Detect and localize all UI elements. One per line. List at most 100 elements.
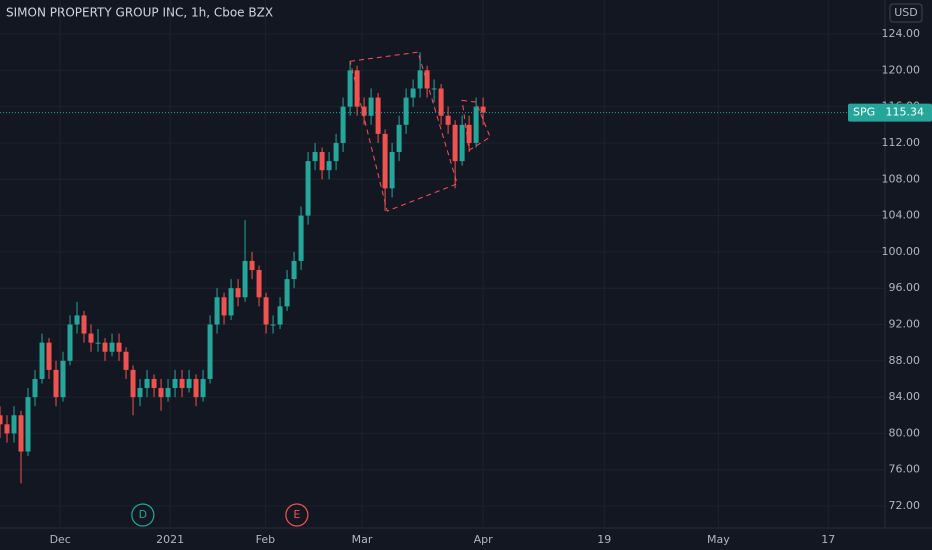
candle-body	[473, 106, 479, 143]
candle-body	[452, 124, 458, 162]
candle-body	[263, 297, 269, 325]
candle-body	[368, 97, 374, 116]
candle-body	[18, 415, 24, 452]
candle-body	[116, 342, 122, 352]
grid	[0, 0, 885, 528]
candle-body	[221, 297, 227, 316]
x-tick-label: 2021	[156, 533, 184, 546]
candle-body	[214, 297, 220, 325]
x-tick-label: Mar	[352, 533, 373, 546]
candle-body	[207, 324, 213, 379]
symbol-label: SPG	[853, 106, 875, 119]
candle-body	[95, 342, 101, 344]
currency[interactable]: USD	[894, 6, 918, 19]
candle-body	[438, 88, 444, 116]
candle-body	[249, 260, 255, 271]
candle-body	[53, 369, 59, 398]
candle-body	[88, 333, 94, 343]
last-price-label: 115.34	[886, 106, 925, 119]
last-price-box	[848, 103, 932, 122]
candle-body	[130, 369, 136, 398]
currency-box[interactable]	[889, 3, 923, 23]
candle-body	[291, 260, 297, 280]
x-tick-label: Dec	[50, 533, 71, 546]
y-tick-label: 108.00	[882, 172, 921, 185]
y-tick-label: 124.00	[882, 27, 921, 40]
candle-body	[403, 97, 409, 125]
candle-body	[228, 288, 234, 316]
candle-body	[193, 378, 199, 398]
candle-body	[158, 388, 164, 398]
candle-body	[312, 152, 318, 162]
candle-body	[445, 115, 451, 125]
candle-body	[11, 415, 17, 434]
pattern-drawing	[349, 51, 458, 212]
y-tick-label: 88.00	[889, 354, 921, 367]
candle-body	[151, 378, 157, 389]
candle-body	[102, 342, 108, 352]
y-tick-label: 120.00	[882, 63, 921, 76]
y-tick-label: 104.00	[882, 209, 921, 222]
candle-body	[424, 70, 430, 89]
y-tick-label: 84.00	[889, 390, 921, 403]
candle-body	[270, 324, 276, 326]
candle-body	[326, 161, 332, 171]
candle-body	[417, 70, 423, 89]
y-tick-label: 76.00	[889, 463, 921, 476]
event-label: E	[293, 508, 300, 521]
candle-body	[431, 88, 437, 90]
candle-body	[410, 88, 416, 98]
y-tick-label: 112.00	[882, 136, 921, 149]
event-marker	[131, 503, 155, 527]
event-label: D	[139, 508, 147, 521]
candle-body	[32, 378, 38, 398]
x-tick-label: 17	[821, 533, 835, 546]
candle-body	[4, 424, 10, 434]
candle-body	[60, 360, 66, 398]
candle-body	[74, 315, 80, 325]
candle-body	[459, 124, 465, 162]
candle-body	[137, 388, 143, 398]
candle-body	[396, 124, 402, 153]
candle-body	[186, 378, 192, 389]
candle-body	[242, 260, 248, 298]
x-tick-label: Feb	[256, 533, 275, 546]
candle-body	[67, 324, 73, 361]
candle-body	[333, 142, 339, 162]
x-tick-label: Apr	[474, 533, 494, 546]
pattern-drawing	[461, 99, 491, 152]
y-tick-label: 100.00	[882, 245, 921, 258]
candle-body	[25, 397, 31, 452]
candle-body	[109, 342, 115, 352]
candle-body	[284, 279, 290, 307]
candle-body	[389, 152, 395, 189]
y-tick-label: 72.00	[889, 499, 921, 512]
candle-body	[0, 415, 3, 425]
candle-body	[347, 70, 353, 107]
candle-body	[81, 315, 87, 334]
candle-body	[144, 378, 150, 389]
y-tick-label: 92.00	[889, 317, 921, 330]
candle-body	[340, 106, 346, 143]
candles	[0, 52, 486, 484]
y-tick-label: 80.00	[889, 426, 921, 439]
candle-body	[46, 342, 52, 370]
candle-body	[466, 124, 472, 143]
candle-body	[480, 106, 486, 113]
candle-body	[382, 133, 388, 189]
candle-body	[179, 378, 185, 389]
candle-body	[305, 161, 311, 216]
candle-body	[200, 378, 206, 398]
candle-body	[361, 106, 367, 116]
chart-title: SIMON PROPERTY GROUP INC, 1h, Cboe BZX	[6, 6, 273, 20]
y-tick-label: 96.00	[889, 281, 921, 294]
candle-body	[375, 97, 381, 134]
candle-body	[298, 215, 304, 261]
candle-body	[235, 288, 241, 298]
event-marker	[285, 503, 309, 527]
candle-body	[256, 270, 262, 298]
candle-body	[165, 388, 171, 398]
x-tick-label: May	[707, 533, 730, 546]
